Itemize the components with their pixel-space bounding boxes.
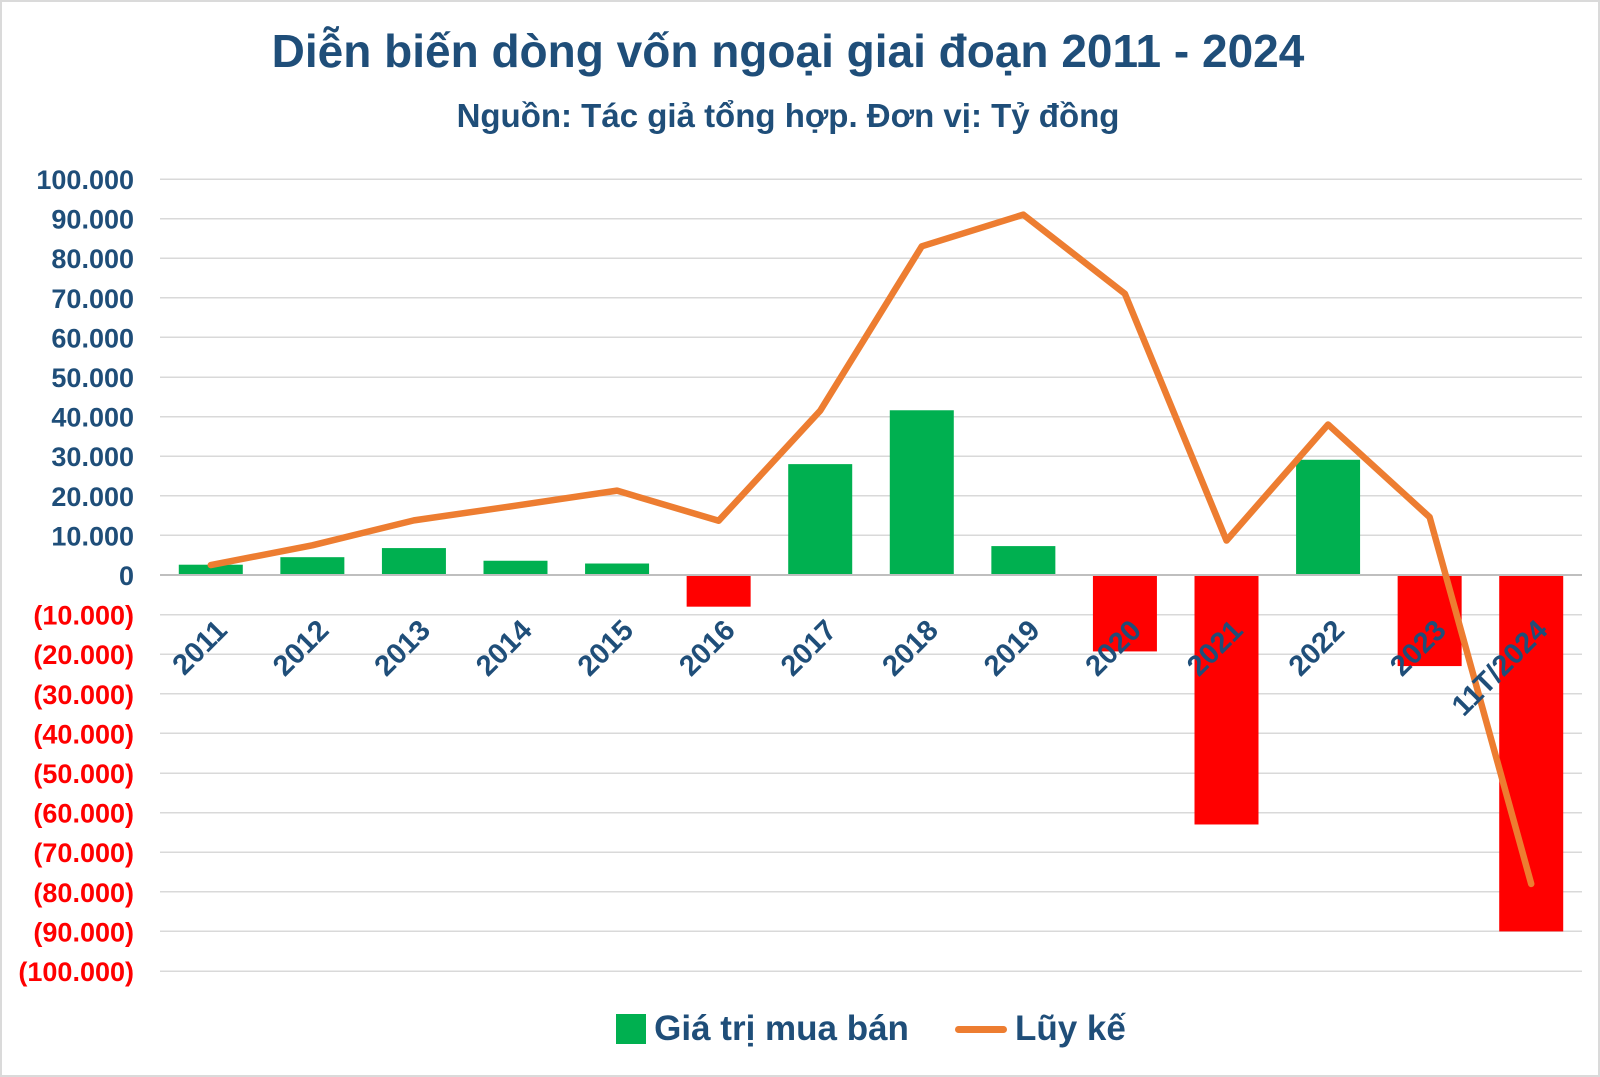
y-tick-label: (50.000) xyxy=(33,759,134,789)
y-tick-label: (40.000) xyxy=(33,719,134,749)
y-tick-label: 100.000 xyxy=(36,165,134,195)
legend-item-bar-series: Giá trị mua bán xyxy=(616,1009,909,1049)
y-tick-label: 0 xyxy=(119,561,134,591)
y-tick-label: 70.000 xyxy=(51,284,134,314)
cumulative-line xyxy=(207,211,1535,888)
bar-2020 xyxy=(1092,575,1157,652)
bar-series-swatch-icon xyxy=(616,1014,647,1044)
y-tick-label: (20.000) xyxy=(33,640,134,670)
bar-2018 xyxy=(889,410,954,575)
bar-2015 xyxy=(585,563,650,575)
line-series-label: Lũy kế xyxy=(1014,1009,1126,1048)
bar-2019 xyxy=(991,546,1056,575)
bar-2012 xyxy=(280,557,345,575)
y-tick-label: (80.000) xyxy=(33,878,134,908)
y-tick-label: 60.000 xyxy=(51,323,134,353)
bar-2016 xyxy=(686,575,751,607)
line-series-dash-icon xyxy=(954,1025,1007,1033)
y-tick-label: (60.000) xyxy=(33,799,134,829)
y-tick-label: 40.000 xyxy=(51,403,134,433)
y-tick-label: 10.000 xyxy=(51,521,134,551)
x-tick-label-2017: 2017 xyxy=(775,614,843,682)
x-tick-label-2022: 2022 xyxy=(1283,614,1351,682)
bar-2014 xyxy=(483,560,548,575)
y-tick-label: (30.000) xyxy=(33,680,134,710)
x-tick-label-2016: 2016 xyxy=(673,614,741,682)
y-tick-label: (70.000) xyxy=(33,838,134,868)
chart-title: Diễn biến dòng vốn ngoại giai đoạn 2011 … xyxy=(271,25,1305,77)
legend-item-line-series: Lũy kế xyxy=(954,1009,1126,1049)
y-tick-label: (100.000) xyxy=(18,957,134,987)
y-tick-label: 20.000 xyxy=(51,482,134,512)
bar-2021 xyxy=(1194,575,1259,825)
y-tick-label: 30.000 xyxy=(51,442,134,472)
bar-2022 xyxy=(1296,459,1361,575)
y-tick-label: (90.000) xyxy=(33,917,134,947)
bar-2013 xyxy=(381,548,446,575)
bar-2017 xyxy=(788,464,853,575)
chart-subtitle: Nguồn: Tác giả tổng hợp. Đơn vị: Tỷ đồng xyxy=(456,97,1120,134)
x-tick-label-2011: 2011 xyxy=(167,614,234,681)
x-tick-label-2015: 2015 xyxy=(572,614,640,682)
bar-series-label: Giá trị mua bán xyxy=(654,1009,909,1048)
y-tick-label: 90.000 xyxy=(51,205,134,235)
x-tick-label-2013: 2013 xyxy=(369,614,437,682)
legend: Giá trị mua bán Lũy kế xyxy=(160,1009,1582,1049)
y-tick-label: 80.000 xyxy=(51,244,134,274)
y-tick-label: 50.000 xyxy=(51,363,134,393)
x-tick-label-2018: 2018 xyxy=(876,614,944,682)
x-tick-label-2014: 2014 xyxy=(470,614,538,682)
y-tick-label: (10.000) xyxy=(33,601,134,631)
bar-2011 xyxy=(178,564,243,575)
x-tick-label-2012: 2012 xyxy=(267,614,335,682)
x-tick-label-2019: 2019 xyxy=(978,614,1046,682)
